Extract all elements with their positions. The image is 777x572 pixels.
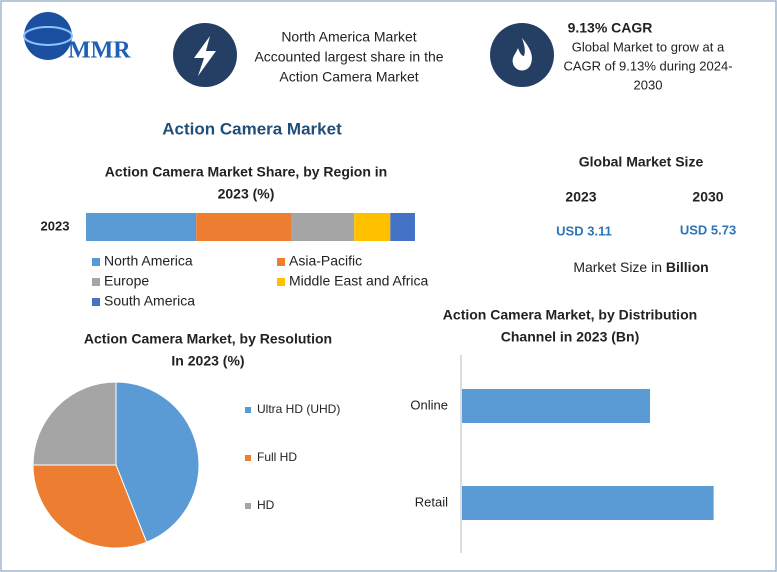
legend-swatch [277,258,285,266]
highlight-line: North America Market [281,29,416,45]
legend-swatch [92,258,100,266]
legend-label: North America [104,253,193,269]
legend-swatch [245,455,251,461]
market-note: Market Size in Billion [573,259,708,275]
year: 2030 [692,189,723,205]
cagr-title: 9.13% CAGR [568,20,653,36]
year: 2023 [565,189,596,205]
category-label: 2023 [41,218,70,233]
cagr-line: 2030 [634,77,663,92]
charts: Action Camera Market Share, by Region in… [32,164,714,553]
bar-segment [390,213,415,241]
bolt-icon [194,36,216,76]
chart-title: Action Camera Market, by Distribution [443,307,697,323]
market-size-title: Global Market Size [579,154,704,170]
logo: MMR [23,12,131,64]
legend-label: Europe [104,273,149,289]
cagr-line: Global Market to grow at a [572,39,725,54]
bar-segment [354,213,391,241]
pie-slice [32,464,148,549]
legend-label: South America [104,293,195,309]
globe [24,12,72,60]
logo-text: MMR [68,38,131,64]
legend-swatch [92,298,100,306]
category-label: Retail [415,494,448,509]
category-label: Online [410,397,448,412]
legend-label: Full HD [257,450,297,464]
chart-title: In 2023 (%) [171,353,244,369]
bar [462,486,714,520]
highlight-line: Accounted largest share in the [254,49,443,65]
bar-segment [86,213,197,241]
market-value: USD 5.73 [680,222,736,237]
chart-title: Action Camera Market Share, by Region in [105,164,387,180]
cagr-line: CAGR of 9.13% during 2024- [563,58,732,73]
bar-segment [196,213,292,241]
pie-slice [32,381,117,466]
globe-ring [23,26,73,46]
legend-label: Asia-Pacific [289,253,362,269]
pie-slice [115,381,200,543]
bar-segment [291,213,355,241]
legend-label: Middle East and Africa [289,273,429,289]
legend-swatch [277,278,285,286]
market-value: USD 3.11 [556,223,612,238]
legend-label: Ultra HD (UHD) [257,402,340,416]
chart-title: Action Camera Market, by Resolution [84,331,332,347]
legend-swatch [245,503,251,509]
highlight-line: Action Camera Market [279,69,418,85]
legend-swatch [92,278,100,286]
legend-swatch [245,407,251,413]
chart-title: 2023 (%) [218,186,275,202]
flame-icon [512,38,532,71]
unit: Billion [666,259,709,275]
icon-circle [490,23,554,87]
chart-title: Channel in 2023 (Bn) [501,329,639,345]
bar [462,389,651,423]
main-title: Action Camera Market [162,119,342,138]
note: Market Size in [573,259,662,275]
legend-label: HD [257,498,275,512]
